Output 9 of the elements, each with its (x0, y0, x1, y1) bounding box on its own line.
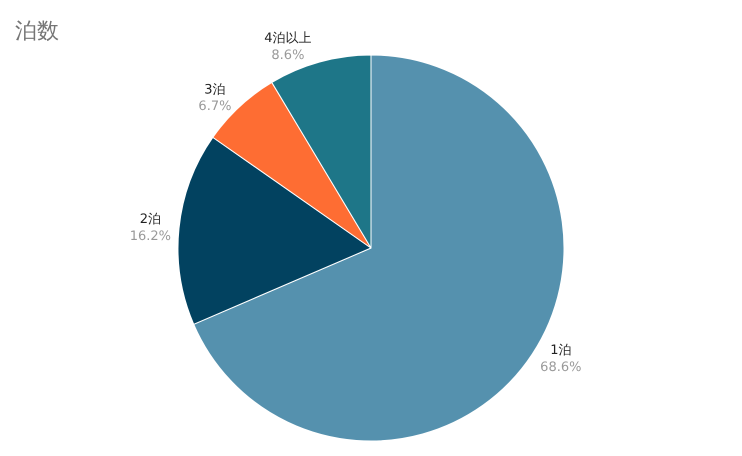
data-label: 68.6% (540, 360, 582, 375)
slice-label: 1泊 (550, 342, 572, 358)
slice-label: 4泊以上 (264, 31, 312, 46)
data-label: 16.2% (130, 229, 172, 244)
chart-title: 泊数 (14, 19, 59, 44)
data-label: 8.6% (271, 48, 304, 64)
slice-label: 3泊 (204, 82, 226, 98)
slice-label: 2泊 (140, 212, 162, 228)
data-label: 6.7% (198, 99, 232, 114)
